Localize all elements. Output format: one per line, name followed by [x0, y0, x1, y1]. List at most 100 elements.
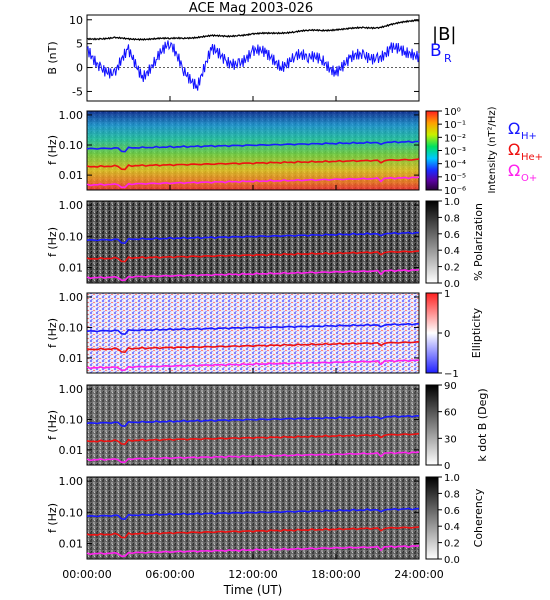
- y-tick-label: 0: [76, 62, 83, 75]
- polarization-colorbar-ticks: 1.0 0.8 0.6 0.4 0.2 0.0: [438, 197, 460, 290]
- coherency-colorbar: [425, 476, 439, 560]
- gyro-line-he: [86, 340, 420, 354]
- colorbar-tick-label: 0.8: [444, 489, 460, 500]
- x-tick-label: 24:00:00: [394, 568, 443, 581]
- panel-kdotb-ylabel: f (Hz): [46, 410, 59, 440]
- panel-polarization-gyro-lines: [86, 231, 420, 282]
- gyro-line-he: [86, 158, 420, 171]
- panel-intensity-y-ticks: 1.00 0.10 0.01: [59, 109, 419, 182]
- colorbar-tick-label: 0.6: [444, 506, 460, 517]
- x-tick-label: 12:00:00: [228, 568, 277, 581]
- coherency-colorbar-ticks: 1.0 0.8 0.6 0.4 0.2 0.0: [438, 473, 460, 566]
- kdotb-colorbar-label: k dot B (Deg): [476, 388, 489, 461]
- y-tick-label: 0.01: [59, 444, 84, 457]
- legend-b-r: B R: [430, 41, 452, 65]
- colorbar-tick-label: 0.4: [444, 522, 460, 533]
- panel-ellipticity-bg: [87, 293, 419, 373]
- y-tick-label: 1.00: [59, 109, 84, 122]
- legend-b-mag: |B|: [432, 24, 456, 45]
- gyro-line-he: [86, 526, 420, 539]
- colorbar-tick-label: 10⁻³: [444, 147, 466, 158]
- colorbar-tick-label: 1.0: [444, 197, 460, 208]
- colorbar-tick-label: 0.0: [444, 279, 460, 290]
- colorbar-tick-label: 0.6: [444, 230, 460, 241]
- panel-ellipticity-ylabel: f (Hz): [46, 318, 59, 348]
- y-tick-label: 1.00: [59, 291, 84, 304]
- panel-polarization-ylabel: f (Hz): [46, 227, 59, 257]
- legend-omega-he-sub: He+: [521, 152, 543, 163]
- legend-omega-o-symbol: Ω: [508, 161, 520, 180]
- panel-coherency-gyro-lines: [86, 507, 420, 558]
- colorbar-tick-label: 0.2: [444, 263, 460, 274]
- colorbar-tick-label: 0.0: [444, 555, 460, 566]
- series-line-b-r: [86, 40, 420, 91]
- legend-b-r-sub: R: [444, 52, 452, 65]
- intensity-colorbar: [425, 110, 439, 191]
- panel-b-field: -5 0 5 10 B (nT): [46, 14, 420, 102]
- y-tick-label: 0.10: [59, 413, 84, 426]
- y-tick-label: 1.00: [59, 383, 84, 396]
- gyro-line-he: [86, 250, 420, 263]
- y-tick-label: -5: [72, 85, 83, 98]
- gyro-line-h: [86, 140, 419, 153]
- ellipticity-colorbar-ticks: 1 0 −1: [438, 289, 459, 380]
- colorbar-tick-label: 0.2: [444, 539, 460, 550]
- panel-polarization-y-ticks: 1.00 0.10 0.01: [59, 199, 419, 275]
- panel-intensity-texture: [87, 111, 419, 190]
- gyro-line-o: [86, 176, 420, 189]
- x-axis-label: Time (UT): [223, 583, 283, 597]
- colorbar-tick-label: 1: [444, 289, 450, 300]
- legend-omega-he: Ω He+: [508, 140, 543, 163]
- legend-omega-he-symbol: Ω: [508, 140, 520, 159]
- gyro-line-h: [86, 231, 420, 245]
- colorbar-tick-label: 0.8: [444, 213, 460, 224]
- panel-kdotb: 1.00 0.10 0.01 f (Hz) 90 60 30 0 k dot B (Deg…: [46, 381, 489, 472]
- colorbar-tick-label: 10⁰: [444, 107, 461, 118]
- legend-b-r-label: B: [430, 41, 442, 61]
- gyro-line-he: [86, 432, 420, 446]
- ellipticity-colorbar: [425, 292, 439, 374]
- gyro-line-o: [86, 268, 420, 282]
- y-tick-label: 10: [69, 14, 83, 27]
- colorbar-tick-label: 30: [444, 434, 457, 445]
- panel-intensity: 1.000.100.01 f (Hz) 10⁰10⁻¹10⁻²10⁻³10⁻⁴1…: [46, 106, 498, 197]
- colorbar-tick-label: 0: [444, 329, 450, 340]
- x-tick-label: 18:00:00: [311, 568, 360, 581]
- colorbar-tick-label: 10⁻⁶: [444, 186, 466, 197]
- colorbar-tick-label: 1.0: [444, 473, 460, 484]
- intensity-colorbar-label: Intensity (nT²/Hz): [487, 106, 498, 193]
- colorbar-tick-label: 10⁻⁴: [444, 160, 466, 171]
- legend-omega-h-symbol: Ω: [508, 119, 520, 138]
- colorbar-tick-label: −1: [444, 369, 459, 380]
- y-tick-label: 0.01: [59, 169, 84, 182]
- coherency-colorbar-label: Coherency: [472, 488, 485, 547]
- y-tick-label: 1.00: [59, 199, 84, 212]
- y-tick-label: 0.01: [59, 262, 84, 275]
- panel-kdotb-gyro-lines: [86, 414, 420, 464]
- gyro-line-o: [86, 451, 420, 464]
- panel-coherency-bg: [87, 477, 419, 559]
- colorbar-tick-label: 10⁻¹: [444, 120, 466, 131]
- gyro-line-o: [86, 359, 420, 372]
- panel-polarization: 1.00 0.10 0.01 f (Hz) 1.0 0.8 0.6 0.4 0.2 0.0 %…: [46, 197, 485, 290]
- x-tick-label: 00:00:00: [62, 568, 111, 581]
- y-tick-label: 0.10: [59, 139, 84, 152]
- kdotb-colorbar-ticks: 90 60 30 0: [438, 381, 457, 472]
- gyro-line-h: [86, 507, 420, 521]
- legend-omega-h: Ω H+: [508, 119, 537, 142]
- polarization-colorbar-label: % Polarization: [472, 203, 485, 281]
- y-tick-label: 0.01: [59, 538, 84, 551]
- legend-omega-o: Ω O+: [508, 161, 537, 184]
- y-tick-label: 0.10: [59, 321, 84, 334]
- panel-intensity-gyro-lines: [86, 140, 420, 189]
- panel-coherency: 1.00 0.10 0.01 f (Hz) 1.0 0.8 0.6 0.4 0.2 0.0 C…: [46, 473, 485, 566]
- panel-b-series: [86, 18, 420, 91]
- y-tick-label: 0.10: [59, 506, 84, 519]
- y-tick-label: 5: [76, 38, 83, 51]
- y-tick-label: 0.01: [59, 352, 84, 365]
- colorbar-tick-label: 10⁻⁵: [444, 173, 466, 184]
- panel-b-ylabel: B (nT): [46, 41, 59, 74]
- kdotb-colorbar: [425, 384, 439, 466]
- y-tick-label: 0.10: [59, 230, 84, 243]
